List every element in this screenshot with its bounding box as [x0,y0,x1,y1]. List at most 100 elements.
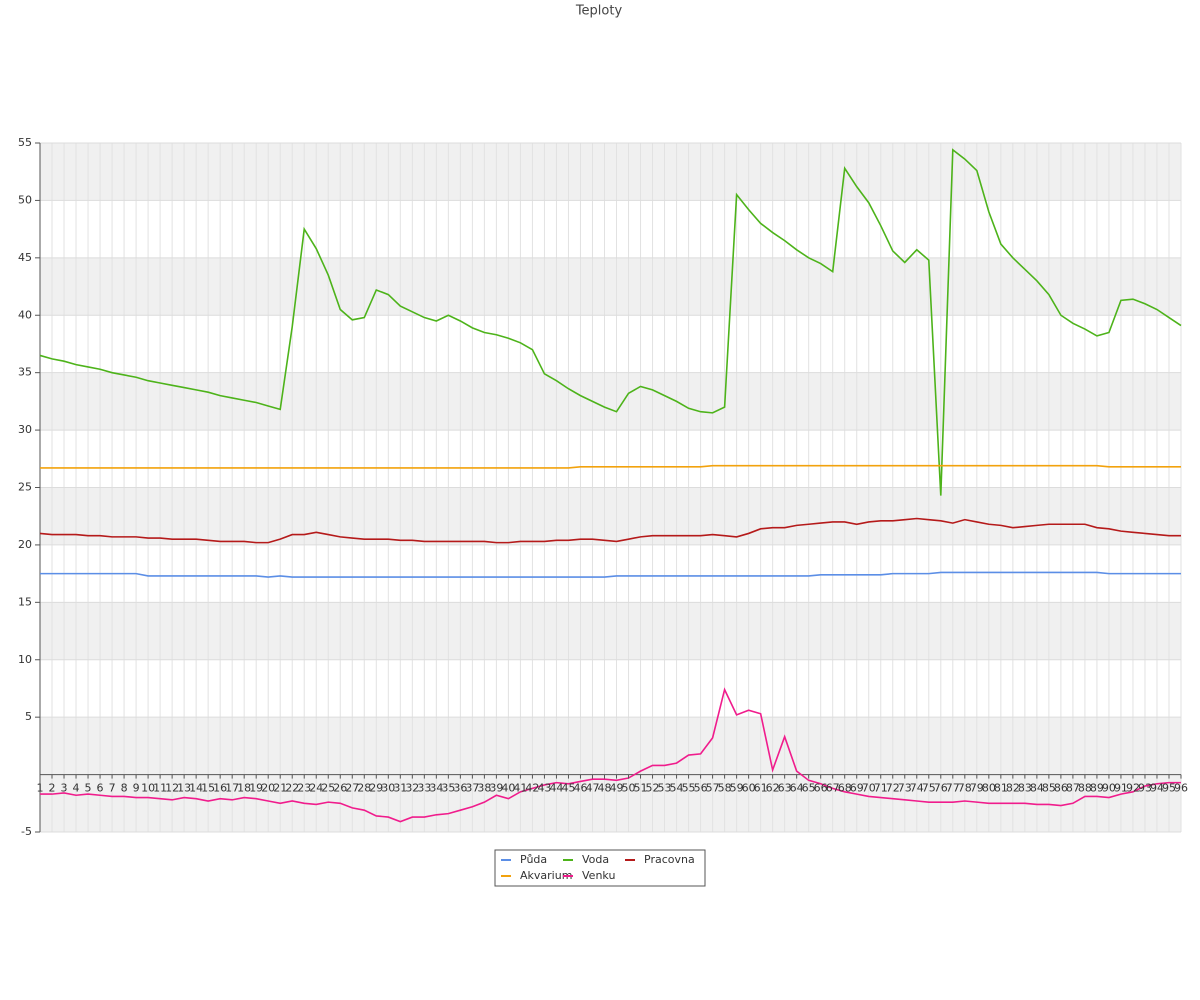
x-tick-label: 58 [718,782,732,795]
x-tick-label: 53 [658,782,672,795]
x-tick-label: 77 [946,782,960,795]
x-tick-label: 59 [730,782,744,795]
x-tick-label: 74 [910,782,924,795]
x-tick-label: 94 [1150,782,1164,795]
x-tick-label: 78 [958,782,972,795]
x-tick-label: 88 [1078,782,1092,795]
x-tick-label: 27 [345,782,359,795]
series-line [39,148,1182,496]
x-tick-label: 40 [501,782,515,795]
x-tick-label: 65 [802,782,816,795]
x-tick-label: 32 [405,782,419,795]
x-tick-label: 4 [73,782,80,795]
x-tick-label: 36 [453,782,467,795]
x-tick-label: 5 [85,782,92,795]
x-tick-label: 85 [1042,782,1056,795]
y-tick-label: 5 [25,710,32,723]
x-tick-label: 89 [1090,782,1104,795]
x-tick-label: 68 [838,782,852,795]
x-tick-label: 21 [273,782,287,795]
x-tick-label: 90 [1102,782,1116,795]
x-tick-label: 73 [898,782,912,795]
x-tick-label: 43 [537,782,551,795]
x-tick-label: 54 [670,782,684,795]
x-tick-label: 34 [429,782,443,795]
x-tick-label: 80 [982,782,996,795]
x-tick-label: 69 [850,782,864,795]
x-tick-label: 35 [441,782,455,795]
x-tick-label: 8 [121,782,128,795]
x-tick-label: 10 [141,782,155,795]
series-line [40,464,1181,469]
x-tick-label: 3 [61,782,68,795]
x-tick-label: 52 [646,782,660,795]
y-tick-label: 35 [18,366,32,379]
x-tick-label: 61 [754,782,768,795]
x-tick-label: 37 [465,782,479,795]
y-tick-label: -5 [21,825,32,838]
x-tick-label: 86 [1054,782,1068,795]
x-tick-label: 29 [369,782,383,795]
x-tick-label: 75 [922,782,936,795]
y-tick-label: 15 [18,595,32,608]
x-tick-label: 9 [133,782,140,795]
x-tick-label: 17 [225,782,239,795]
x-tick-label: 14 [189,782,203,795]
x-tick-label: 55 [682,782,696,795]
grid-band [40,257,1181,316]
x-tick-label: 30 [381,782,395,795]
x-tick-label: 18 [237,782,251,795]
x-tick-label: 93 [1138,782,1152,795]
x-tick-label: 33 [417,782,431,795]
x-tick-label: 48 [597,782,611,795]
x-tick-label: 11 [153,782,167,795]
x-tick-label: 76 [934,782,948,795]
x-tick-label: 72 [886,782,900,795]
x-tick-label: 56 [694,782,708,795]
x-tick-label: 64 [790,782,804,795]
x-tick-label: 51 [634,782,648,795]
x-tick-label: 71 [874,782,888,795]
x-tick-label: 49 [610,782,624,795]
grid-band [40,602,1181,660]
x-tick-label: 15 [201,782,215,795]
x-tick-label: 22 [285,782,299,795]
x-tick-label: 24 [309,782,323,795]
x-tick-label: 25 [321,782,335,795]
x-tick-label: 45 [561,782,575,795]
grid-band [40,143,1181,201]
x-tick-label: 67 [826,782,840,795]
x-tick-label: 7 [109,782,116,795]
x-tick-label: 19 [249,782,263,795]
x-tick-label: 50 [622,782,636,795]
x-tick-label: 91 [1114,782,1128,795]
y-tick-label: 10 [18,653,32,666]
x-tick-label: 96 [1174,782,1188,795]
x-tick-label: 39 [489,782,503,795]
x-tick-label: 47 [585,782,599,795]
x-tick-label: 2 [49,782,56,795]
y-tick-label: 30 [18,423,32,436]
y-tick-label: 45 [18,251,32,264]
x-tick-label: 95 [1162,782,1176,795]
x-tick-label: 79 [970,782,984,795]
x-tick-label: 12 [165,782,179,795]
legend-label: Pracovna [644,853,695,866]
series-line [39,517,1181,544]
y-tick-label: 40 [18,308,32,321]
x-tick-label: 6 [97,782,104,795]
legend-label: Voda [582,853,609,866]
legend-label: Půda [520,853,547,866]
legend-label: Akvarium [520,869,572,882]
series-line [40,571,1181,578]
series-line [40,687,1181,823]
legend-box [494,849,706,887]
x-tick-label: 82 [1006,782,1020,795]
x-tick-label: 57 [706,782,720,795]
y-tick-label: 20 [18,538,32,551]
x-tick-label: 44 [549,782,563,795]
x-tick-label: 84 [1030,782,1044,795]
x-tick-label: 26 [333,782,347,795]
x-tick-label: 20 [261,782,275,795]
